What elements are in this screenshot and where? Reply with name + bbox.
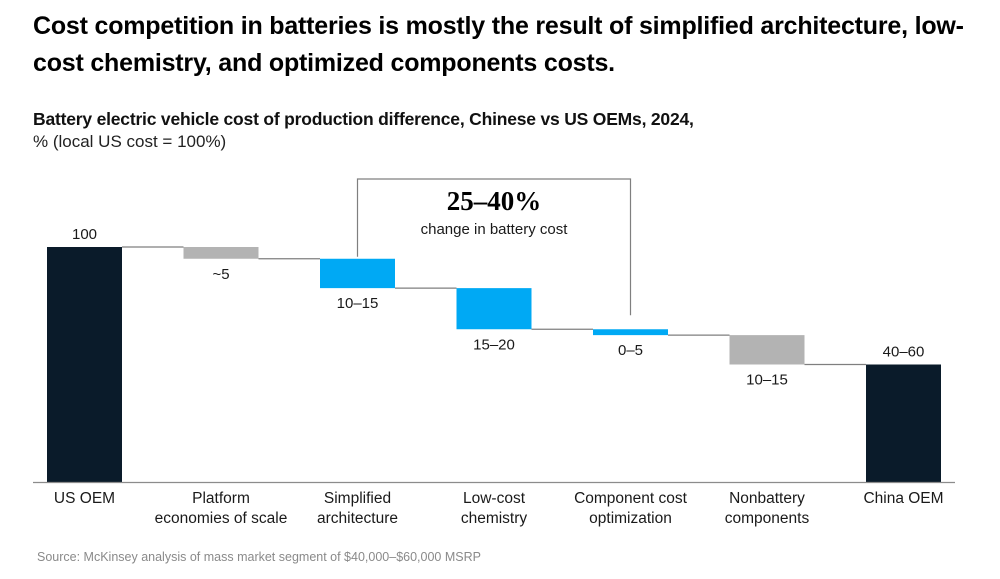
source-note: Source: McKinsey analysis of mass market… (37, 550, 481, 564)
category-label: Platform economies of scale (155, 490, 288, 527)
category-label-line: Simplified (324, 490, 391, 507)
category-label-line: chemistry (461, 510, 528, 527)
value-label: 100 (72, 226, 97, 243)
value-label: 10–15 (337, 295, 379, 312)
category-label: China OEM (863, 490, 943, 507)
category-label-line: economies of scale (155, 510, 288, 527)
category-label: Simplified architecture (317, 490, 398, 527)
category-label: Component cost optimization (574, 490, 688, 527)
bars (47, 247, 941, 482)
value-label: 15–20 (473, 336, 515, 353)
bar-0 (47, 247, 122, 482)
category-label: Nonbattery components (725, 490, 810, 527)
bar-4 (593, 329, 668, 336)
chart-title: Battery electric vehicle cost of product… (33, 109, 694, 129)
category-label-line: US OEM (54, 490, 115, 507)
connector-lines (122, 246, 866, 366)
bar-5 (729, 335, 805, 365)
category-label-line: Platform (192, 490, 250, 507)
category-label-line: components (725, 510, 810, 527)
headline: Cost competition in batteries is mostly … (33, 12, 964, 77)
category-label-line: architecture (317, 510, 398, 527)
callout-caption: change in battery cost (421, 221, 569, 238)
category-label-line: optimization (589, 510, 672, 527)
value-label: 10–15 (746, 372, 788, 389)
category-label: US OEM (54, 490, 115, 507)
value-label: 0–5 (618, 342, 643, 359)
category-label-line: Low-cost (463, 490, 526, 507)
value-labels: 100 ~5 10–15 15–20 0–5 10–15 40–60 (72, 226, 924, 389)
bar-2 (320, 258, 395, 289)
bar-1 (183, 247, 259, 259)
category-label: Low-cost chemistry (461, 490, 528, 527)
battery-callout: 25–40% change in battery cost (356, 178, 632, 316)
category-labels: US OEM Platform economies of scale Simplifi… (54, 490, 944, 527)
value-label: ~5 (212, 266, 229, 283)
chart-unit-label: % (local US cost = 100%) (33, 132, 227, 151)
category-label-line: Nonbattery (729, 490, 805, 507)
category-label-line: China OEM (863, 490, 943, 507)
bar-3 (456, 288, 532, 330)
callout-value: 25–40% (447, 186, 542, 216)
bar-6 (866, 364, 941, 482)
callout-bracket (356, 178, 632, 316)
value-label: 40–60 (883, 344, 925, 361)
category-label-line: Component cost (574, 490, 688, 507)
